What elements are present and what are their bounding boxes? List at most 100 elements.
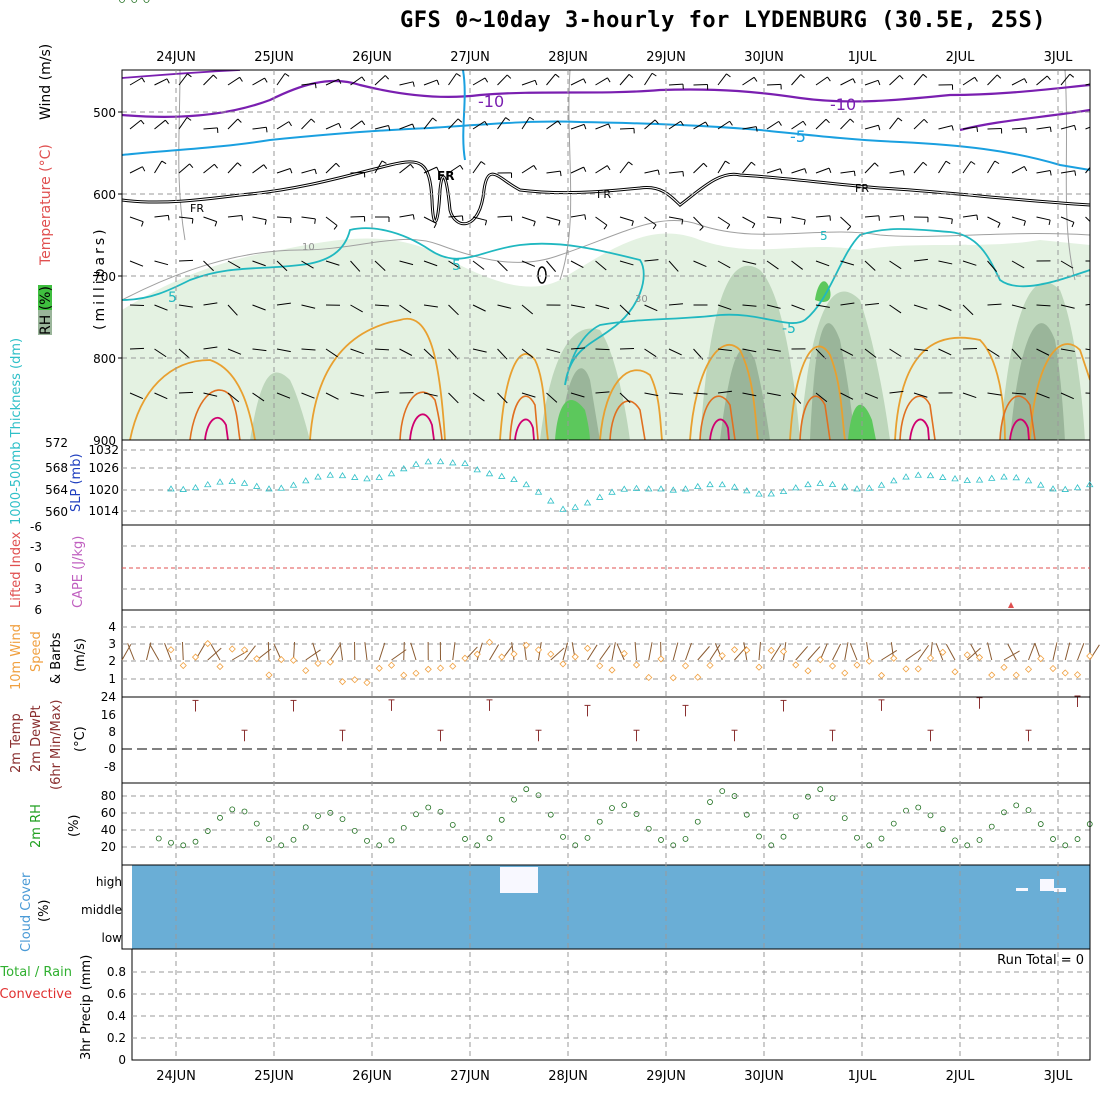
thickness-marker [1024, 477, 1033, 484]
wind-barb-feather [628, 73, 634, 78]
surface-wind-barb [987, 642, 993, 661]
rh-marker [658, 837, 664, 843]
wind-barb-feather [899, 75, 904, 80]
rh-shade-mid [250, 265, 1085, 440]
wind-barb [815, 118, 827, 130]
wind-barb [791, 168, 805, 174]
wind-barb-feather [361, 120, 366, 126]
surface-wind-barb [149, 644, 160, 661]
date-label-top: 27JUN [450, 50, 490, 65]
thickness-marker [375, 473, 383, 480]
wind-barb [1036, 392, 1050, 399]
surface-wind-barb [410, 642, 417, 661]
wind-barb [570, 392, 585, 398]
wind-barb [742, 304, 757, 307]
wind-barb-feather [923, 118, 928, 124]
wind-barb-feather [505, 117, 510, 121]
date-label-bottom: 1JUL [848, 1069, 878, 1084]
wind-barb-feather [652, 224, 657, 230]
ytick-600: 600 [93, 188, 116, 202]
wind-barb [717, 390, 732, 394]
wind-barb [448, 118, 459, 130]
wind-barb [1060, 260, 1074, 269]
wind-barb-feather [284, 73, 290, 77]
wind-barb [644, 392, 659, 397]
wind-barb [889, 260, 902, 270]
wind-barb [962, 161, 972, 174]
ytick-p06: 0.6 [107, 987, 126, 1001]
wind-speed-marker [694, 673, 702, 681]
wind-barb [644, 304, 658, 312]
thickness-marker [302, 477, 310, 484]
wind-barb-feather [1023, 166, 1028, 172]
wind-barb [252, 164, 265, 174]
date-label-top: 30JUN [744, 50, 784, 65]
thickness-marker [216, 478, 224, 485]
wind-speed-marker [449, 662, 457, 670]
wind-barb [1036, 304, 1051, 307]
wind-barb [423, 304, 438, 308]
wind-barb-feather [828, 167, 832, 173]
wind-barb [423, 216, 437, 224]
wind-barb [227, 162, 238, 174]
wind-barb [374, 348, 390, 351]
wind-barb [987, 160, 996, 174]
wind-barb [325, 216, 338, 226]
ytick-p02: 0.2 [107, 1031, 126, 1045]
ylabel-slp: SLP (mb) [69, 453, 84, 512]
wind-speed-marker [1049, 664, 1057, 673]
date-label-top: 28JUN [548, 50, 588, 65]
wind-barb-feather [433, 223, 437, 229]
wind-barb-feather [877, 80, 881, 86]
wind-speed-marker [828, 662, 837, 670]
wind-barb-feather [970, 161, 976, 165]
wind-barb [864, 162, 876, 174]
surface-wind-barb [364, 642, 368, 661]
wind-barb [546, 260, 556, 272]
ytick-700: 700 [93, 270, 116, 284]
wind-barb [178, 216, 193, 220]
surface-wind-barb [452, 642, 456, 661]
wind-barb [913, 161, 924, 174]
wind-barb [1036, 348, 1050, 356]
wind-barb [840, 170, 855, 174]
wind-barb-feather [897, 117, 903, 122]
thickness-marker [461, 459, 469, 466]
wind-barb [399, 81, 414, 86]
wind-barb [987, 303, 1002, 306]
surface-wind-barb [758, 642, 761, 661]
wind-barb [1036, 216, 1051, 221]
surface-wind-barb [164, 643, 172, 661]
label-fr-3: FR [597, 188, 611, 201]
wind-barb [472, 304, 486, 312]
rh-marker [707, 799, 713, 805]
ytick-rh80: 80 [101, 789, 116, 803]
wind-barb-feather [1074, 170, 1077, 176]
ytick-1026: 1026 [88, 461, 119, 475]
wind-barb [350, 392, 365, 397]
wind-barb [644, 259, 659, 262]
thickness-marker [228, 477, 236, 485]
wind-barb [570, 78, 584, 86]
wind-speed-marker [473, 650, 481, 658]
thickness-marker [583, 499, 592, 506]
thickness-marker [865, 484, 873, 491]
wind-barb [1011, 166, 1025, 174]
wind-barb [840, 260, 855, 266]
temp-band [122, 740, 1090, 749]
surface-wind-barb [819, 643, 828, 661]
wind-barb-feather [922, 73, 928, 78]
wind-speed-marker [510, 650, 518, 658]
wind-barb [1011, 260, 1025, 269]
wind-speed-marker [645, 673, 653, 682]
ytick-1014: 1014 [88, 504, 119, 518]
wind-barb-feather [628, 161, 633, 166]
ylabel-3hr-precip: 3hr Precip (mm) [79, 955, 94, 1060]
wind-barb [938, 216, 953, 220]
wind-barb [325, 162, 337, 174]
wind-barb [448, 392, 459, 404]
wind-speed-marker [841, 669, 849, 677]
wind-speed-marker [179, 661, 187, 670]
ytick-3: 3 [34, 582, 42, 596]
wind-barb [423, 117, 434, 130]
